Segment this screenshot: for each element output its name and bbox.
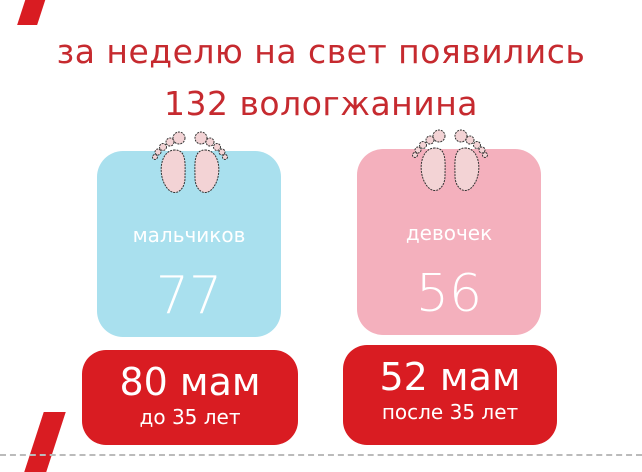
decor-slash-bottom bbox=[24, 412, 66, 472]
girls-count: 56 bbox=[415, 264, 483, 324]
baby-feet-icon bbox=[412, 129, 488, 191]
moms-over-35-badge: 52 мам после 35 лет bbox=[343, 345, 557, 445]
divider bbox=[0, 454, 642, 456]
boys-label: мальчиков bbox=[132, 223, 246, 247]
girls-label: девочек bbox=[405, 221, 493, 245]
moms-over-age: после 35 лет bbox=[381, 400, 519, 424]
decor-slash-top bbox=[17, 0, 47, 25]
boys-card: мальчиков 77 bbox=[97, 151, 281, 337]
title-line-2: 132 вологжанина bbox=[163, 84, 478, 123]
boys-count: 77 bbox=[155, 266, 223, 326]
title-line-1: за неделю на свет появились bbox=[56, 32, 586, 71]
moms-over-count: 52 мам bbox=[379, 355, 521, 399]
moms-under-count: 80 мам bbox=[119, 360, 261, 404]
baby-feet-icon bbox=[152, 131, 228, 193]
girls-card: девочек 56 bbox=[357, 149, 541, 335]
moms-under-age: до 35 лет bbox=[139, 405, 241, 429]
moms-under-35-badge: 80 мам до 35 лет bbox=[82, 350, 298, 445]
